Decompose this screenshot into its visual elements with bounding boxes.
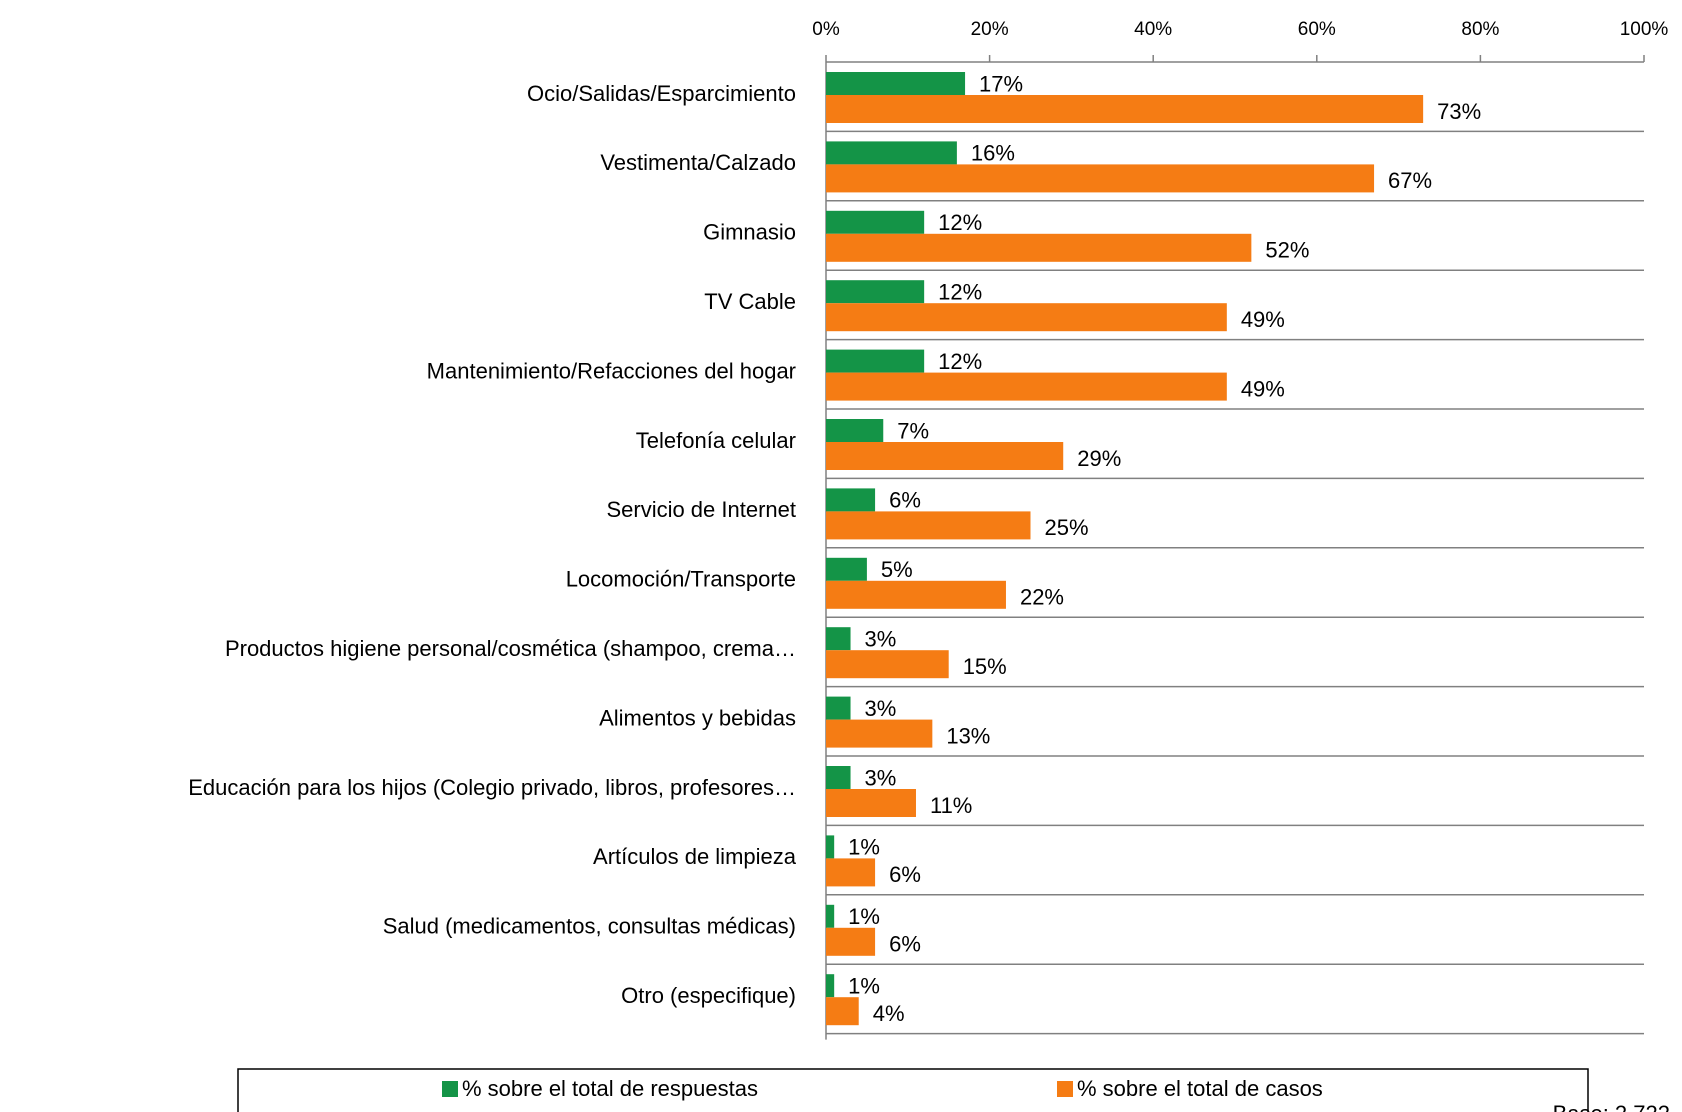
data-label: 5% <box>881 557 913 582</box>
category-label: Educación para los hijos (Colegio privad… <box>188 775 796 800</box>
bar <box>826 95 1424 123</box>
category-label: Mantenimiento/Refacciones del hogar <box>427 358 796 383</box>
category-label: Ocio/Salidas/Esparcimiento <box>527 81 796 106</box>
x-tick-label: 20% <box>971 19 1009 40</box>
bar <box>826 419 884 442</box>
bar <box>826 858 876 887</box>
bar <box>826 766 851 789</box>
data-label: 49% <box>1241 307 1285 332</box>
legend-swatch <box>1057 1081 1073 1097</box>
data-label: 52% <box>1265 238 1309 263</box>
category-label: Telefonía celular <box>636 428 796 453</box>
bar <box>826 974 835 998</box>
bar <box>826 997 859 1026</box>
data-label: 3% <box>865 765 897 790</box>
data-label: 6% <box>889 932 921 957</box>
bar <box>826 349 925 373</box>
bar <box>826 488 876 512</box>
data-label: 12% <box>938 210 982 235</box>
category-label: Artículos de limpieza <box>593 844 797 869</box>
category-label: Servicio de Internet <box>606 497 796 522</box>
bar <box>826 904 835 928</box>
bar <box>826 580 1006 609</box>
bar <box>826 835 835 859</box>
bar <box>826 719 933 748</box>
x-tick-label: 80% <box>1461 19 1499 40</box>
bar <box>826 789 916 817</box>
data-label: 4% <box>873 1001 905 1026</box>
data-label: 17% <box>979 71 1023 96</box>
data-label: 25% <box>1045 515 1089 540</box>
x-tick-label: 40% <box>1134 19 1172 40</box>
data-label: 6% <box>889 488 921 513</box>
bar <box>826 557 867 581</box>
bar <box>826 303 1227 332</box>
data-label: 3% <box>865 696 897 721</box>
category-label: Productos higiene personal/cosmética (sh… <box>225 636 796 661</box>
data-label: 12% <box>938 349 982 374</box>
category-label: TV Cable <box>704 289 796 314</box>
data-label: 1% <box>848 974 880 999</box>
category-label: Otro (especifique) <box>621 983 796 1008</box>
data-label: 12% <box>938 280 982 305</box>
x-tick-label: 100% <box>1620 19 1669 40</box>
data-label: 22% <box>1020 585 1064 610</box>
bar <box>826 372 1227 401</box>
data-label: 16% <box>971 141 1015 166</box>
legend-label: % sobre el total de respuestas <box>462 1076 758 1101</box>
data-label: 29% <box>1077 446 1121 471</box>
bar <box>826 442 1064 470</box>
bar <box>826 233 1252 262</box>
note: Base: 2.722 <box>1553 1101 1670 1112</box>
data-label: 11% <box>930 793 972 818</box>
legend-label: % sobre el total de casos <box>1077 1076 1323 1101</box>
bar <box>826 696 851 720</box>
bar <box>826 210 925 234</box>
data-label: 7% <box>897 418 929 443</box>
legend-swatch <box>442 1081 458 1097</box>
legend-box <box>237 1068 1589 1112</box>
bar <box>826 72 966 95</box>
category-label: Gimnasio <box>703 220 796 245</box>
bar <box>826 927 876 956</box>
data-label: 49% <box>1241 376 1285 401</box>
data-label: 73% <box>1437 99 1481 124</box>
data-label: 1% <box>848 904 880 929</box>
bar <box>826 627 851 651</box>
bar <box>826 280 925 304</box>
category-label: Salud (medicamentos, consultas médicas) <box>383 914 796 939</box>
x-tick-label: 0% <box>812 19 840 40</box>
data-label: 6% <box>889 862 921 887</box>
data-label: 3% <box>865 627 897 652</box>
bar <box>826 164 1375 193</box>
category-label: Vestimenta/Calzado <box>600 150 796 175</box>
category-label: Locomoción/Transporte <box>566 567 796 592</box>
data-label: 13% <box>946 723 990 748</box>
data-label: 1% <box>848 835 880 860</box>
bar <box>826 650 949 679</box>
data-label: 15% <box>963 654 1007 679</box>
bar <box>826 511 1031 540</box>
x-tick-label: 60% <box>1298 19 1336 40</box>
bar <box>826 141 957 165</box>
category-label: Alimentos y bebidas <box>599 705 796 730</box>
data-label: 67% <box>1388 168 1432 193</box>
